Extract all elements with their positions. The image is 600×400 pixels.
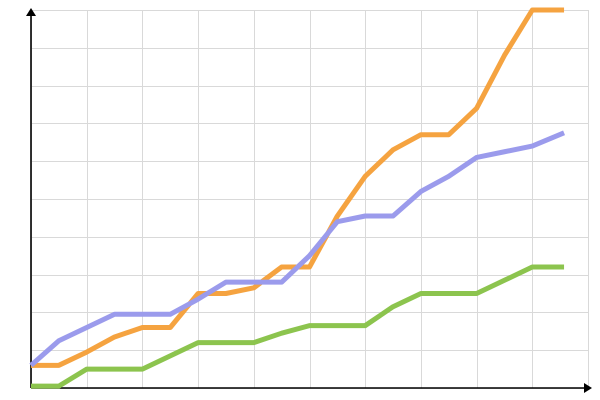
series-lines [29, 7, 566, 389]
x-axis-arrow-icon [584, 383, 592, 393]
horizontal-gridlines [31, 10, 588, 389]
y-axis-arrow-icon [26, 8, 36, 16]
series-line-green-series [31, 264, 565, 389]
axes [26, 8, 592, 393]
series-line-purple-series [29, 130, 566, 368]
